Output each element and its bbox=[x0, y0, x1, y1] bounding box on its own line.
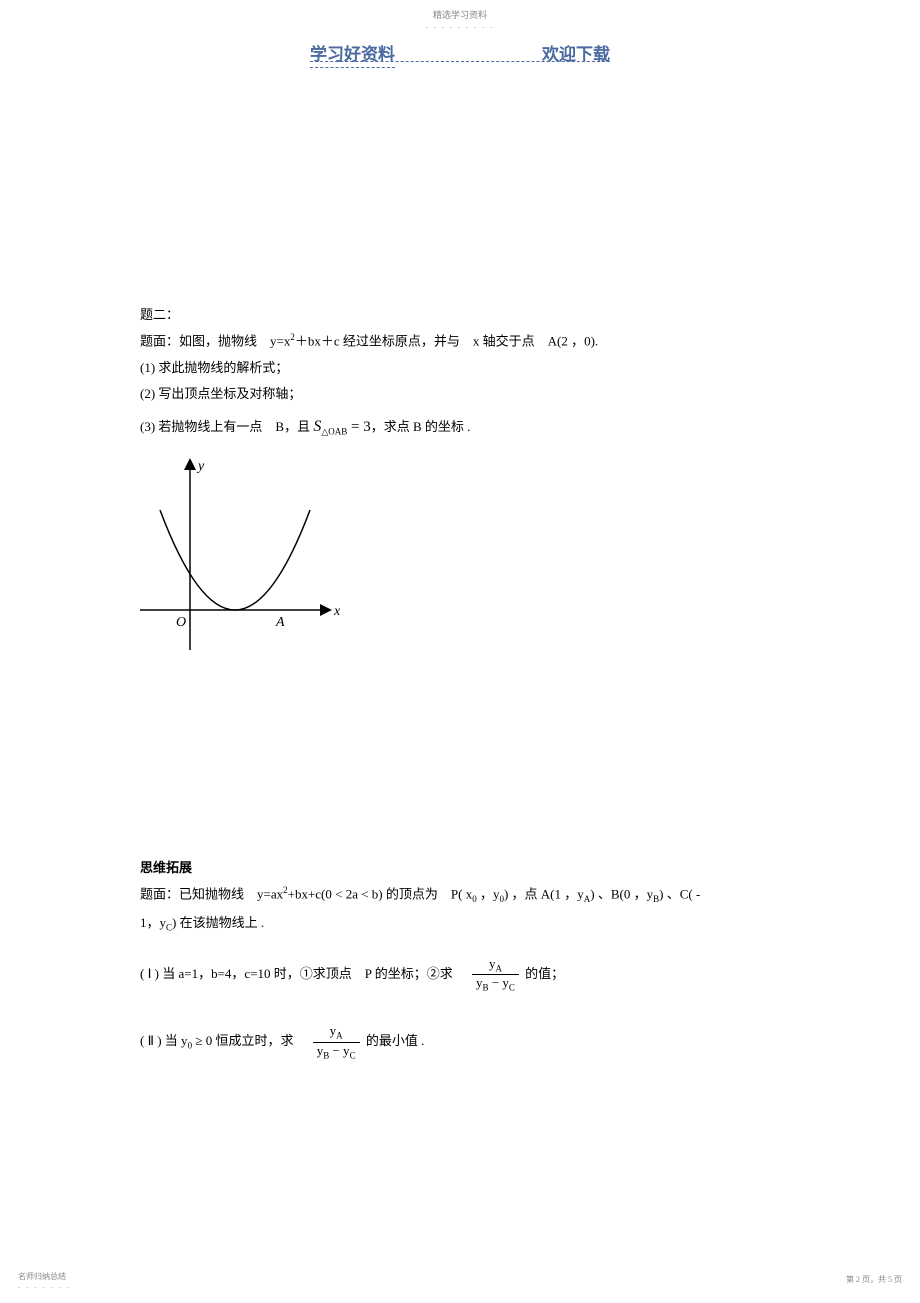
q3-line2: 1，yC) 在该抛物线上 . bbox=[140, 912, 860, 936]
f1dm: − y bbox=[489, 975, 509, 990]
footer-left-dots: - - - - - - - bbox=[18, 1283, 71, 1291]
q3-f: ) 、C( - bbox=[659, 887, 700, 902]
footer-left-text: 名师归纳总结 bbox=[18, 1272, 66, 1281]
frac2-den: yB − yC bbox=[313, 1043, 360, 1061]
f2dm: − y bbox=[329, 1043, 349, 1058]
q3-p1b: 的值； bbox=[525, 965, 564, 980]
q3-p2a: ( Ⅱ ) 当 y bbox=[140, 1033, 188, 1048]
q2-title: 题二： bbox=[140, 304, 860, 326]
f2dsc: C bbox=[350, 1050, 356, 1060]
q2-stem-cont: ＋bx＋c 经过坐标原点，并与 x 轴交于点 A(2 ，0). bbox=[295, 333, 598, 348]
frac2: yA yB − yC bbox=[313, 1023, 360, 1061]
q3-l2b: ) 在该抛物线上 . bbox=[172, 915, 264, 930]
q2-line1: (1) 求此抛物线的解析式； bbox=[140, 357, 860, 379]
q3-part2: ( Ⅱ ) 当 y0 ≥ 0 恒成立时，求 yA yB − yC 的最小值 . bbox=[140, 1023, 860, 1061]
q2-line2: (2) 写出顶点坐标及对称轴； bbox=[140, 383, 860, 405]
q2-line3-a: (3) 若抛物线上有一点 B，且 bbox=[140, 419, 313, 434]
q3-l2a: 1，y bbox=[140, 915, 166, 930]
q2-line3: (3) 若抛物线上有一点 B，且 S△OAB = 3，求点 B 的坐标 . bbox=[140, 413, 860, 441]
frac1-den: yB − yC bbox=[472, 975, 519, 993]
svg-text:A: A bbox=[275, 615, 285, 630]
f1ns: A bbox=[495, 963, 502, 973]
dashed-underline bbox=[310, 61, 610, 62]
q3-b: +bx+c(0 < 2a < b) 的顶点为 P( x bbox=[288, 887, 473, 902]
section-title: 思维拓展 bbox=[140, 857, 860, 879]
sub-header: 学习好资料 欢迎下载 bbox=[310, 40, 610, 68]
footer-right: 第 2 页，共 5 页 bbox=[846, 1274, 902, 1285]
q3-p2c: 的最小值 . bbox=[366, 1033, 425, 1048]
frac1-num: yA bbox=[472, 956, 519, 975]
frac2-num: yA bbox=[313, 1023, 360, 1042]
q3-a: 题面：已知抛物线 y=ax bbox=[140, 887, 283, 902]
q2-stem-a: 题面：如图，抛物线 y=x bbox=[140, 333, 290, 348]
q2-stem: 题面：如图，抛物线 y=x2＋bx＋c 经过坐标原点，并与 x 轴交于点 A(2… bbox=[140, 330, 860, 352]
svg-text:x: x bbox=[333, 604, 340, 619]
footer-left: 名师归纳总结 - - - - - - - bbox=[18, 1271, 71, 1291]
q2-line3-b: ，求点 B 的坐标 . bbox=[371, 419, 471, 434]
top-header: 精选学习资料 - - - - - - - - - bbox=[0, 8, 920, 31]
q2-line3-sub: △OAB bbox=[321, 426, 347, 436]
parabola-svg: y x O A bbox=[140, 450, 340, 670]
f2ns: A bbox=[336, 1031, 343, 1041]
frac1: yA yB − yC bbox=[472, 956, 519, 994]
q3-c: ，y bbox=[477, 887, 500, 902]
svg-text:y: y bbox=[196, 459, 205, 474]
sub-header-left: 学习好资料 bbox=[310, 40, 395, 68]
f1dsc: C bbox=[509, 982, 515, 992]
q3-p2b: ≥ 0 恒成立时，求 bbox=[192, 1033, 306, 1048]
main-content: 题二： 题面：如图，抛物线 y=x2＋bx＋c 经过坐标原点，并与 x 轴交于点… bbox=[140, 304, 860, 1065]
q3-d: ) ，点 A(1 ，y bbox=[504, 887, 584, 902]
spacer bbox=[140, 717, 860, 837]
top-header-dots: - - - - - - - - - bbox=[426, 23, 495, 31]
q3-part1: ( Ⅰ ) 当 a=1，b=4，c=10 时，①求顶点 P 的坐标；②求 yA … bbox=[140, 956, 860, 994]
svg-text:O: O bbox=[176, 615, 186, 630]
q3-p1a: ( Ⅰ ) 当 a=1，b=4，c=10 时，①求顶点 P 的坐标；②求 bbox=[140, 965, 466, 980]
q3-e: ) 、B(0 ，y bbox=[590, 887, 653, 902]
q2-line3-eq: = 3 bbox=[347, 419, 370, 435]
q3-stem: 题面：已知抛物线 y=ax2+bx+c(0 < 2a < b) 的顶点为 P( … bbox=[140, 883, 860, 907]
top-header-text: 精选学习资料 bbox=[433, 10, 487, 20]
figure-parabola: y x O A bbox=[140, 450, 860, 677]
